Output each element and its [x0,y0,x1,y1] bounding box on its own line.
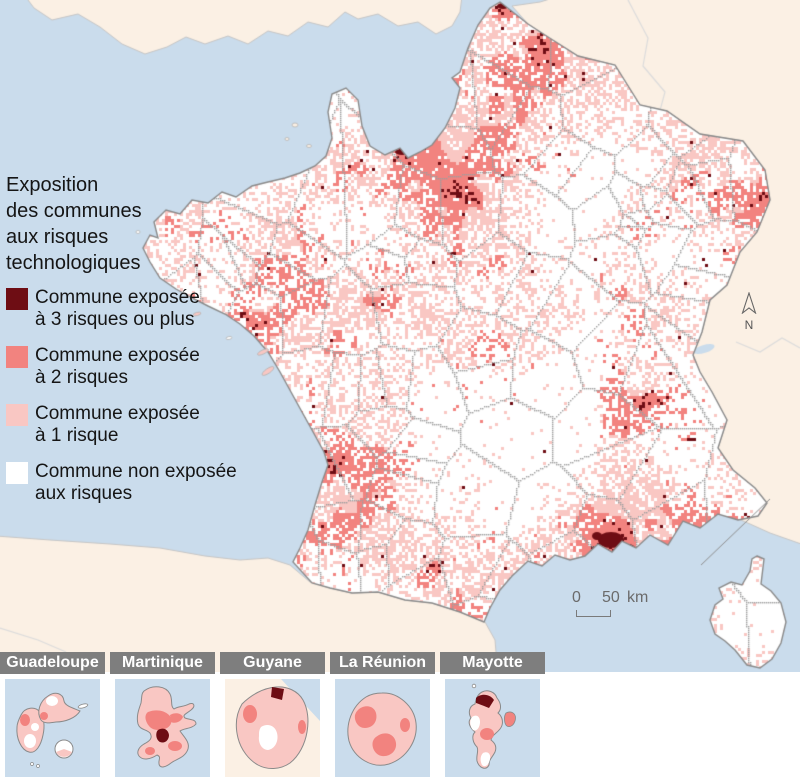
legend-item-risk2: Commune exposée à 2 risques [6,345,306,389]
inset-map-la-reunion [335,679,430,777]
legend-title: Exposition des communes aux risques tech… [6,172,306,276]
scale-bar: 0 50 km [560,589,690,619]
legend-item-risk0: Commune non exposée aux risques [6,461,306,505]
legend-item-risk1: Commune exposée à 1 risque [6,403,306,447]
legend-label: Commune non exposée [35,461,237,482]
legend-swatch-risk2 [6,346,28,368]
legend-swatch-risk1 [6,404,28,426]
inset-guadeloupe: Guadeloupe [0,652,105,777]
inset-map-guyane [225,679,320,777]
scale-bracket [576,610,611,617]
north-label: N [744,318,754,332]
inset-martinique: Martinique [110,652,215,777]
north-arrow-icon [741,291,757,315]
france-risk-choropleth-map [0,0,800,672]
legend-label: aux risques [35,483,133,504]
legend-label: Commune exposée [35,287,200,308]
legend-title-line: technologiques [6,252,141,274]
scale-dist-label: 50 [602,589,620,606]
scale-zero-label: 0 [572,589,581,606]
inset-title-mayotte: Mayotte [440,652,545,674]
legend-label: à 2 risques [35,367,128,388]
map-legend: Exposition des communes aux risques tech… [6,172,306,519]
legend-item-risk3: Commune exposée à 3 risques ou plus [6,287,306,331]
inset-la-reunion: La Réunion [330,652,435,777]
inset-title-guyane: Guyane [220,652,325,674]
inset-guyane: Guyane [220,652,325,777]
legend-title-line: des communes [6,200,142,222]
legend-title-line: aux risques [6,226,109,248]
legend-swatch-risk3 [6,288,28,310]
legend-title-line: Exposition [6,174,99,196]
inset-title-martinique: Martinique [110,652,215,674]
inset-title-guadeloupe: Guadeloupe [0,652,105,674]
legend-label: Commune exposée [35,345,200,366]
legend-swatch-risk0 [6,462,28,484]
legend-label: Commune exposée [35,403,200,424]
inset-map-martinique [115,679,210,777]
legend-label: à 3 risques ou plus [35,309,195,330]
north-arrow: N [740,291,758,332]
legend-label: à 1 risque [35,425,119,446]
inset-mayotte: Mayotte [440,652,545,777]
inset-title-la-reunion: La Réunion [330,652,435,674]
scale-unit-label: km [627,589,649,606]
inset-map-guadeloupe [5,679,100,777]
inset-map-mayotte [445,679,540,777]
